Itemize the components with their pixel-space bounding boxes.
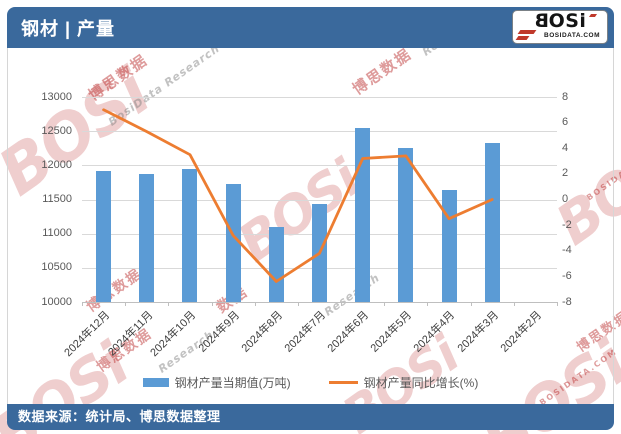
axis-tick-mark bbox=[125, 302, 127, 306]
right-axis-tick: -4 bbox=[562, 244, 572, 257]
page-title: 钢材 | 产量 bbox=[21, 19, 116, 39]
right-axis-tick: -8 bbox=[562, 295, 572, 308]
right-axis-tick: 6 bbox=[562, 116, 569, 129]
x-tick-label-text: 2024年2月 bbox=[498, 309, 545, 355]
x-tick-label-text: 2024年7月 bbox=[282, 309, 329, 355]
x-tick-label-text: 2024年3月 bbox=[455, 309, 501, 355]
trend-line-svg bbox=[102, 108, 494, 283]
right-axis-tick: 2 bbox=[562, 167, 569, 180]
x-tick-label-text: 2024年9月 bbox=[196, 309, 242, 355]
bosi-logo: BOSi BOSIDATA.COM bbox=[512, 10, 608, 44]
axis-tick-mark bbox=[82, 302, 83, 306]
x-tick-label-text: 2024年8月 bbox=[239, 309, 285, 355]
legend-bar-label: 钢材产量当期值(万吨) bbox=[174, 376, 291, 390]
header-bar: 钢材 | 产量 BOSi BOSIDATA.COM bbox=[7, 7, 614, 48]
bar-2024年12月 bbox=[96, 171, 112, 302]
legend-item-line: 钢材产量同比增长(%) bbox=[328, 374, 479, 391]
right-axis-tick: -6 bbox=[562, 269, 572, 282]
gridline bbox=[82, 131, 557, 133]
left-page-border bbox=[7, 48, 8, 404]
axis-tick-mark bbox=[427, 302, 429, 306]
gridline bbox=[82, 97, 557, 98]
legend-line-swatch bbox=[328, 381, 358, 384]
legend-item-bars: 钢材产量当期值(万吨) bbox=[142, 374, 291, 391]
bar-2024年6月 bbox=[355, 127, 371, 302]
bar-2024年10月 bbox=[182, 168, 198, 302]
gridline bbox=[82, 302, 557, 303]
logo-stripe-icon bbox=[517, 30, 537, 34]
left-axis-tick: 10500 bbox=[41, 261, 72, 274]
bar-2024年5月 bbox=[398, 147, 414, 302]
logo-brand-text: BOSi bbox=[513, 10, 607, 32]
left-axis-tick: 12500 bbox=[41, 124, 72, 137]
left-axis-tick: 11500 bbox=[42, 193, 72, 205]
left-axis-tick: 11000 bbox=[42, 227, 72, 240]
x-tick-label-text: 2024年5月 bbox=[368, 309, 415, 355]
chart-legend: 钢材产量当期值(万吨) 钢材产量同比增长(%) bbox=[0, 374, 621, 391]
axis-tick-mark bbox=[297, 302, 299, 306]
axis-tick-mark bbox=[384, 302, 386, 306]
x-tick-label-text: 2024年10月 bbox=[148, 309, 199, 360]
gridline bbox=[82, 165, 557, 167]
x-tick-label-text: 2024年6月 bbox=[325, 309, 372, 355]
right-axis-tick: 0 bbox=[562, 193, 569, 205]
trend-line bbox=[102, 108, 494, 283]
logo-letters-osi: OSi bbox=[548, 10, 587, 32]
gridline bbox=[82, 199, 557, 201]
axis-tick-mark bbox=[341, 302, 343, 306]
bar-2024年11月 bbox=[139, 173, 155, 302]
right-axis-tick: 4 bbox=[562, 141, 569, 154]
bar-2024年8月 bbox=[268, 226, 284, 302]
bar-2024年3月 bbox=[484, 142, 500, 302]
axis-tick-mark bbox=[168, 302, 170, 306]
logo-stripe-icon bbox=[515, 36, 530, 40]
legend-bar-swatch bbox=[142, 378, 169, 387]
right-axis-tick: -2 bbox=[562, 218, 572, 231]
left-axis-tick: 12000 bbox=[41, 158, 72, 171]
x-tick-label-text: 2024年4月 bbox=[411, 309, 458, 355]
right-page-border bbox=[613, 48, 614, 404]
axis-tick-mark bbox=[211, 302, 213, 306]
right-axis-tick: 8 bbox=[562, 90, 569, 103]
footer-bar: 数据来源：统计局、博思数据整理 bbox=[7, 404, 614, 430]
legend-line-label: 钢材产量同比增长(%) bbox=[363, 376, 479, 390]
axis-tick-mark bbox=[513, 302, 515, 306]
logo-letter-b: B bbox=[533, 10, 549, 32]
data-source-text: 数据来源：统计局、博思数据整理 bbox=[18, 409, 221, 424]
axis-tick-mark bbox=[470, 302, 472, 306]
logo-domain-text: BOSIDATA.COM bbox=[544, 32, 600, 39]
bar-2024年9月 bbox=[225, 183, 241, 302]
axis-tick-mark bbox=[557, 302, 558, 306]
left-axis-tick: 10000 bbox=[41, 295, 72, 308]
x-tick-label-text: 2024年12月 bbox=[62, 309, 113, 360]
left-axis-tick: 13000 bbox=[41, 90, 72, 103]
axis-tick-mark bbox=[254, 302, 256, 306]
